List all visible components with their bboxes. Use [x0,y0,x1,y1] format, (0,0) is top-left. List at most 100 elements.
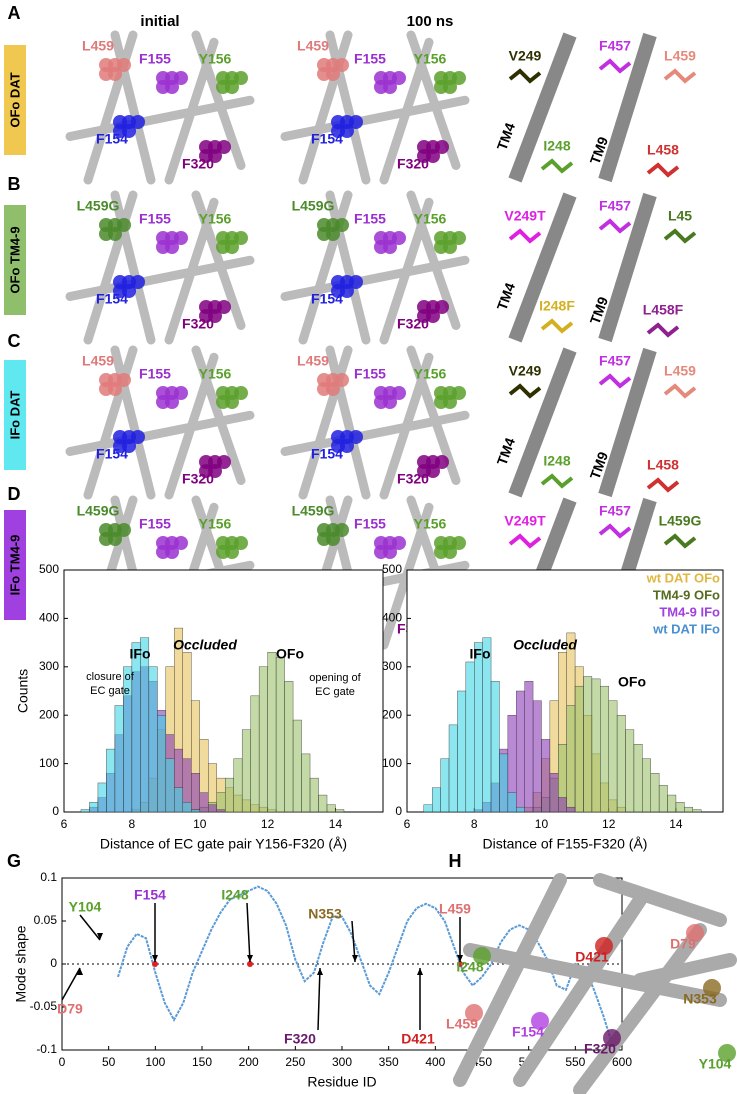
histogram-bar [465,661,475,813]
histogram-bar [233,758,243,813]
residue-label: Y156 [414,366,447,382]
residue-label: D421 [575,949,609,965]
x-tick-label: 550 [565,1055,585,1069]
histogram-bar [566,705,576,813]
histogram-bar [625,729,635,813]
x-tick-label: 12 [602,817,616,831]
residue-dot [457,961,463,967]
residue-dot [152,961,158,967]
histogram-bar [616,715,626,813]
residue-label: F155 [139,51,171,67]
arrow-head [247,955,253,962]
histogram-bar [516,690,525,813]
histogram-bar [658,785,668,813]
side-chain [508,68,542,84]
histogram-bar [642,758,651,813]
residue-blob [326,227,340,241]
residue-blob [122,124,136,138]
histogram-bar [675,802,685,813]
detail-label: V249 [509,363,542,379]
detail-label: F457 [599,353,631,369]
residue-label: F320 [397,471,429,487]
residue-blob [603,1029,621,1047]
histogram-bar [326,804,336,813]
detail-label: L458 [647,142,679,158]
y-tick-label: 400 [382,611,402,625]
x-tick-label: 250 [285,1055,305,1069]
histogram-bar [608,700,618,813]
x-tick-label: 10 [535,817,549,831]
y-tick-label: -0.1 [36,1042,57,1056]
residue-label: F320 [397,156,429,172]
residue-label: N353 [683,991,717,1007]
residue-blob [165,240,179,254]
residue-blob [686,924,704,942]
helix-rod [598,347,657,498]
annotation: EC gate [315,686,355,698]
histogram-bar [131,642,141,813]
residue-blob [234,231,248,245]
helix-rod [298,30,353,185]
residue-label: F155 [354,516,386,532]
side-chain [663,533,697,549]
detail-label: V249T [504,208,546,224]
residue-blob [335,373,349,387]
residue-blob [703,979,721,997]
residue-label: L459G [77,503,120,519]
residue-blob [335,523,349,537]
residue-label: L459G [292,198,335,214]
histogram-bar [275,656,285,813]
residue-annotation: F320 [284,1031,316,1047]
detail-label: F457 [599,38,631,54]
annotation: IFo [130,646,151,662]
arrow-head [152,955,158,962]
residue-label: F320 [182,156,214,172]
side-label: OFo DAT [7,72,22,127]
residue-blob [217,140,231,154]
side-chain [646,322,680,338]
x-tick-label: 100 [145,1055,165,1069]
helix-rod [406,345,461,485]
residue-blob [225,395,239,409]
side-chain [598,58,632,74]
residue-blob [392,536,406,550]
residue-blob [465,1004,483,1022]
residue-label: Y156 [199,211,232,227]
helix-rod [83,345,138,500]
residue-blob [473,947,491,965]
histogram-bar [284,681,294,813]
residue-blob [208,464,222,478]
histogram-bar [335,809,345,813]
histogram-bar [140,637,150,813]
y-tick-label: 200 [39,707,59,721]
x-tick-label: 14 [669,817,683,831]
residue-label: F155 [354,366,386,382]
residue-blob [392,71,406,85]
residue-blob [174,386,188,400]
annotation: EC gate [90,685,130,697]
helix-rod [191,30,246,170]
residue-blob [435,140,449,154]
annotation: opening of [309,672,361,684]
histogram-bar [583,676,593,813]
side-label-box [4,360,26,470]
arrow [61,967,81,1001]
side-label-box [4,510,26,620]
residue-blob [335,218,349,232]
residue-blob [349,430,363,444]
residue-blob [165,80,179,94]
detail-label: V249T [504,513,546,529]
annotation: IFo [470,646,491,662]
residue-blob [326,67,340,81]
detail-label: L458 [647,457,679,473]
residue-label: L459 [297,353,329,369]
side-chain [508,533,542,549]
residue-blob [165,545,179,559]
legend-entry: TM4-9 OFo [653,587,720,602]
histogram-bar [114,705,124,813]
residue-label: F154 [96,291,128,307]
residue-label: L459G [77,198,120,214]
histogram-bar [474,642,483,813]
residue-dot [247,961,253,967]
